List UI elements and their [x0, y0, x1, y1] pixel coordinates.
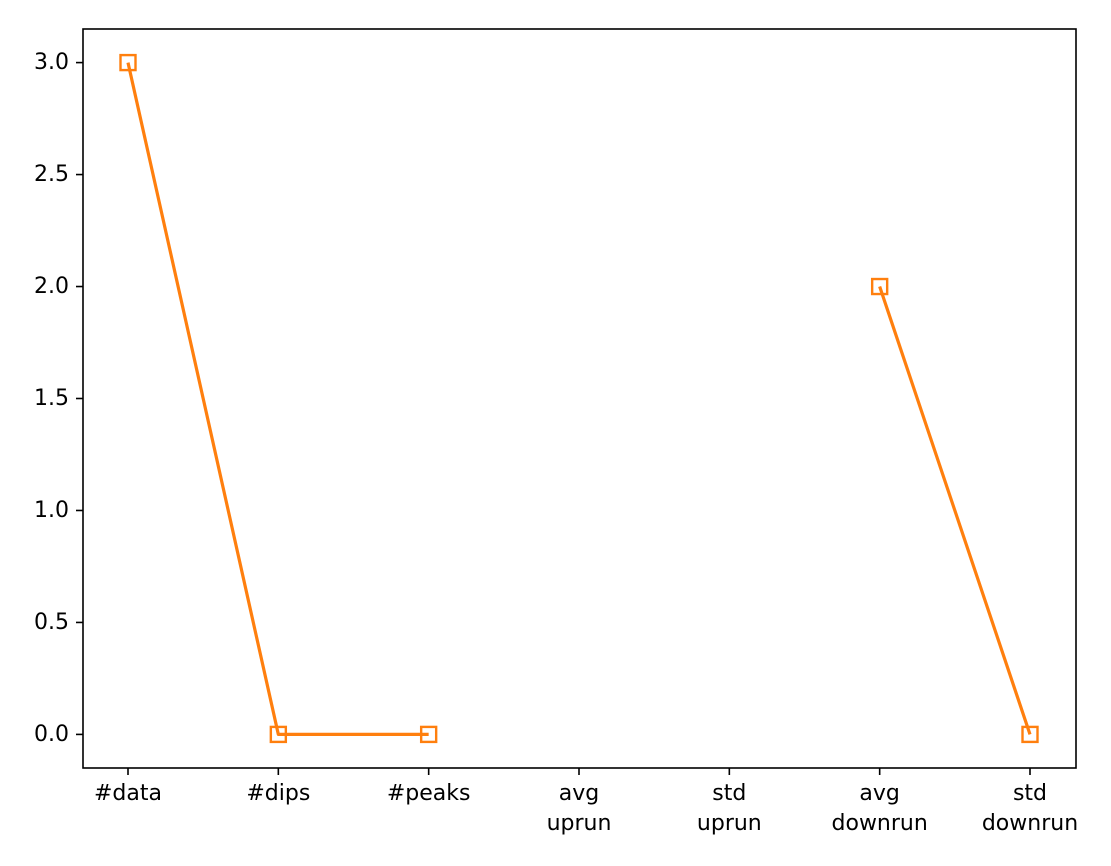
data-point	[269, 725, 288, 744]
x-tick-label-line: avg	[859, 781, 899, 806]
x-tick-label-line: #data	[94, 781, 162, 806]
x-tick-label-line: std	[712, 781, 746, 806]
plot-area: 0.0 0.5 1.0 1.5 2.0 2.5 3.0 #data #dips #peaks avg…	[34, 28, 1078, 836]
y-tick-label: 0.5	[34, 610, 69, 635]
x-tick-label-line: #dips	[246, 781, 310, 806]
y-tick-label: 1.0	[34, 498, 69, 523]
x-tick-label-line: uprun	[697, 811, 762, 836]
x-tick-label: std uprun	[697, 781, 762, 836]
x-tick-label: std downrun	[982, 781, 1078, 836]
y-tick-label: 0.0	[34, 722, 69, 747]
x-tick-label-line: uprun	[547, 811, 612, 836]
x-tick-label-line: avg	[559, 781, 599, 806]
x-tick-label: #peaks	[387, 781, 471, 806]
y-tick-label: 3.0	[34, 50, 69, 75]
series-line	[126, 62, 429, 737]
x-tick-label-line: downrun	[832, 811, 928, 836]
x-tick-label: #data	[94, 781, 162, 806]
series-line	[878, 286, 1032, 735]
data-point	[419, 725, 438, 744]
data-point	[1021, 725, 1039, 744]
plot-frame	[82, 28, 1077, 769]
y-tick-label: 2.5	[34, 162, 69, 187]
x-tick-label-line: downrun	[982, 811, 1078, 836]
x-tick-label: #dips	[246, 781, 310, 806]
data-point	[870, 277, 889, 296]
x-tick-label: avg downrun	[832, 781, 928, 836]
y-tick-label: 2.0	[34, 274, 69, 299]
x-tick-label: avg uprun	[547, 781, 612, 836]
data-point	[119, 53, 137, 72]
y-tick-label: 1.5	[34, 386, 69, 411]
x-tick-label-line: std	[1013, 781, 1047, 806]
x-tick-label-line: #peaks	[387, 781, 471, 806]
